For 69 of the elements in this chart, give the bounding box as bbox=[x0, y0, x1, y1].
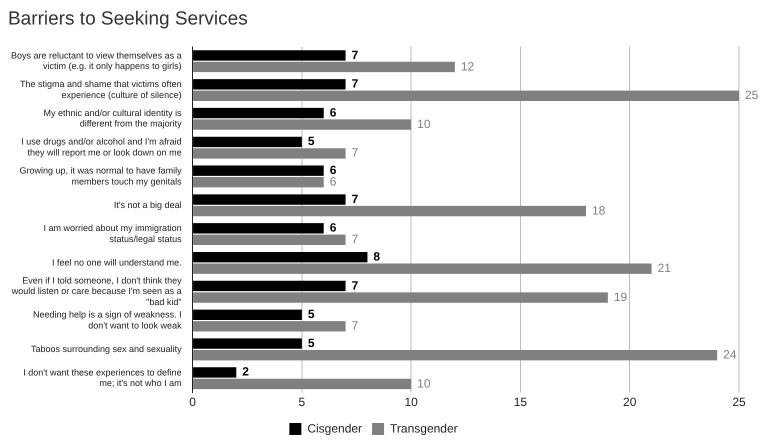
x-tick-label: 25 bbox=[732, 395, 746, 410]
bar bbox=[193, 252, 368, 262]
bar bbox=[193, 62, 455, 72]
bar bbox=[193, 148, 346, 159]
data-label: 6 bbox=[330, 105, 337, 120]
x-tick-label: 0 bbox=[189, 395, 196, 410]
data-label: 5 bbox=[308, 336, 315, 350]
y-tick-label: The stigma and shame that victims often experience (culture of silence) bbox=[20, 79, 182, 100]
y-tick-label: It's not a big deal bbox=[114, 200, 182, 210]
data-label: 6 bbox=[330, 220, 337, 235]
bar bbox=[193, 264, 652, 274]
data-label: 21 bbox=[658, 261, 672, 275]
data-label: 7 bbox=[352, 278, 359, 292]
bar bbox=[193, 350, 718, 360]
bar bbox=[193, 50, 346, 61]
bar bbox=[193, 223, 324, 234]
data-label: 12 bbox=[460, 59, 475, 74]
bar bbox=[193, 280, 346, 292]
legend-label: Transgender bbox=[390, 421, 458, 436]
data-label: 6 bbox=[330, 163, 337, 178]
data-label: 18 bbox=[592, 203, 606, 218]
data-label: 6 bbox=[330, 174, 337, 189]
y-tick-label: I feel no one will understand me. bbox=[52, 257, 182, 268]
bar bbox=[193, 119, 412, 130]
data-label: 7 bbox=[352, 146, 359, 160]
bar bbox=[193, 108, 324, 118]
data-label: 8 bbox=[373, 249, 380, 264]
bar bbox=[193, 378, 412, 390]
bar bbox=[193, 90, 739, 101]
bar bbox=[193, 292, 608, 303]
data-label: 7 bbox=[352, 76, 359, 91]
data-label: 10 bbox=[417, 376, 431, 390]
bar bbox=[193, 234, 346, 246]
y-tick-label: I am worried about my immigration status/legal status bbox=[44, 223, 182, 244]
bar bbox=[193, 367, 236, 378]
y-tick-label: I use drugs and/or alcohol and I'm afraid they will report me or look down on me bbox=[21, 136, 182, 158]
bar bbox=[193, 136, 302, 148]
data-label: 7 bbox=[352, 232, 359, 246]
chart-title: Barriers to Seeking Services bbox=[8, 8, 248, 30]
y-tick-label: Needing help is a sign of weakness. I don't want to look weak bbox=[32, 310, 182, 330]
y-tick-label: Growing up, it was normal to have family members touch my genitals bbox=[20, 166, 182, 186]
bar bbox=[193, 166, 324, 176]
data-label: 5 bbox=[308, 307, 315, 322]
bar bbox=[193, 321, 346, 332]
data-label: 7 bbox=[352, 192, 359, 206]
y-tick-label: I don't want these experiences to define me; it's not who I am bbox=[23, 367, 182, 388]
x-tick-label: 15 bbox=[514, 395, 528, 410]
y-tick-label: Taboos surrounding sex and sexuality bbox=[30, 344, 182, 354]
x-tick-label: 5 bbox=[298, 395, 306, 410]
data-label: 24 bbox=[723, 347, 737, 362]
data-label: 19 bbox=[614, 290, 628, 304]
bar bbox=[193, 177, 324, 188]
data-label: 2 bbox=[242, 364, 250, 379]
data-label: 10 bbox=[417, 116, 431, 131]
data-label: 25 bbox=[745, 88, 759, 102]
legend-label: Cisgender bbox=[307, 421, 362, 436]
bar bbox=[193, 206, 586, 216]
y-tick-label: Even if I told someone, I don't think they would listen or care because I'm seen as a "bad kid" bbox=[10, 275, 182, 308]
data-label: 7 bbox=[352, 318, 359, 333]
data-label: 7 bbox=[352, 48, 359, 62]
y-tick-label: My ethnic and/or cultural identity is different from the majority bbox=[44, 108, 182, 129]
bar bbox=[193, 194, 346, 205]
bar bbox=[193, 79, 346, 90]
y-tick-label: Boys are reluctant to view themselves as a victim (e.g. it only happens to girls) bbox=[11, 50, 182, 72]
bar bbox=[193, 310, 302, 320]
bar bbox=[193, 338, 302, 349]
data-label: 5 bbox=[308, 134, 315, 148]
x-tick-label: 20 bbox=[623, 395, 637, 410]
x-tick-label: 10 bbox=[404, 395, 418, 410]
